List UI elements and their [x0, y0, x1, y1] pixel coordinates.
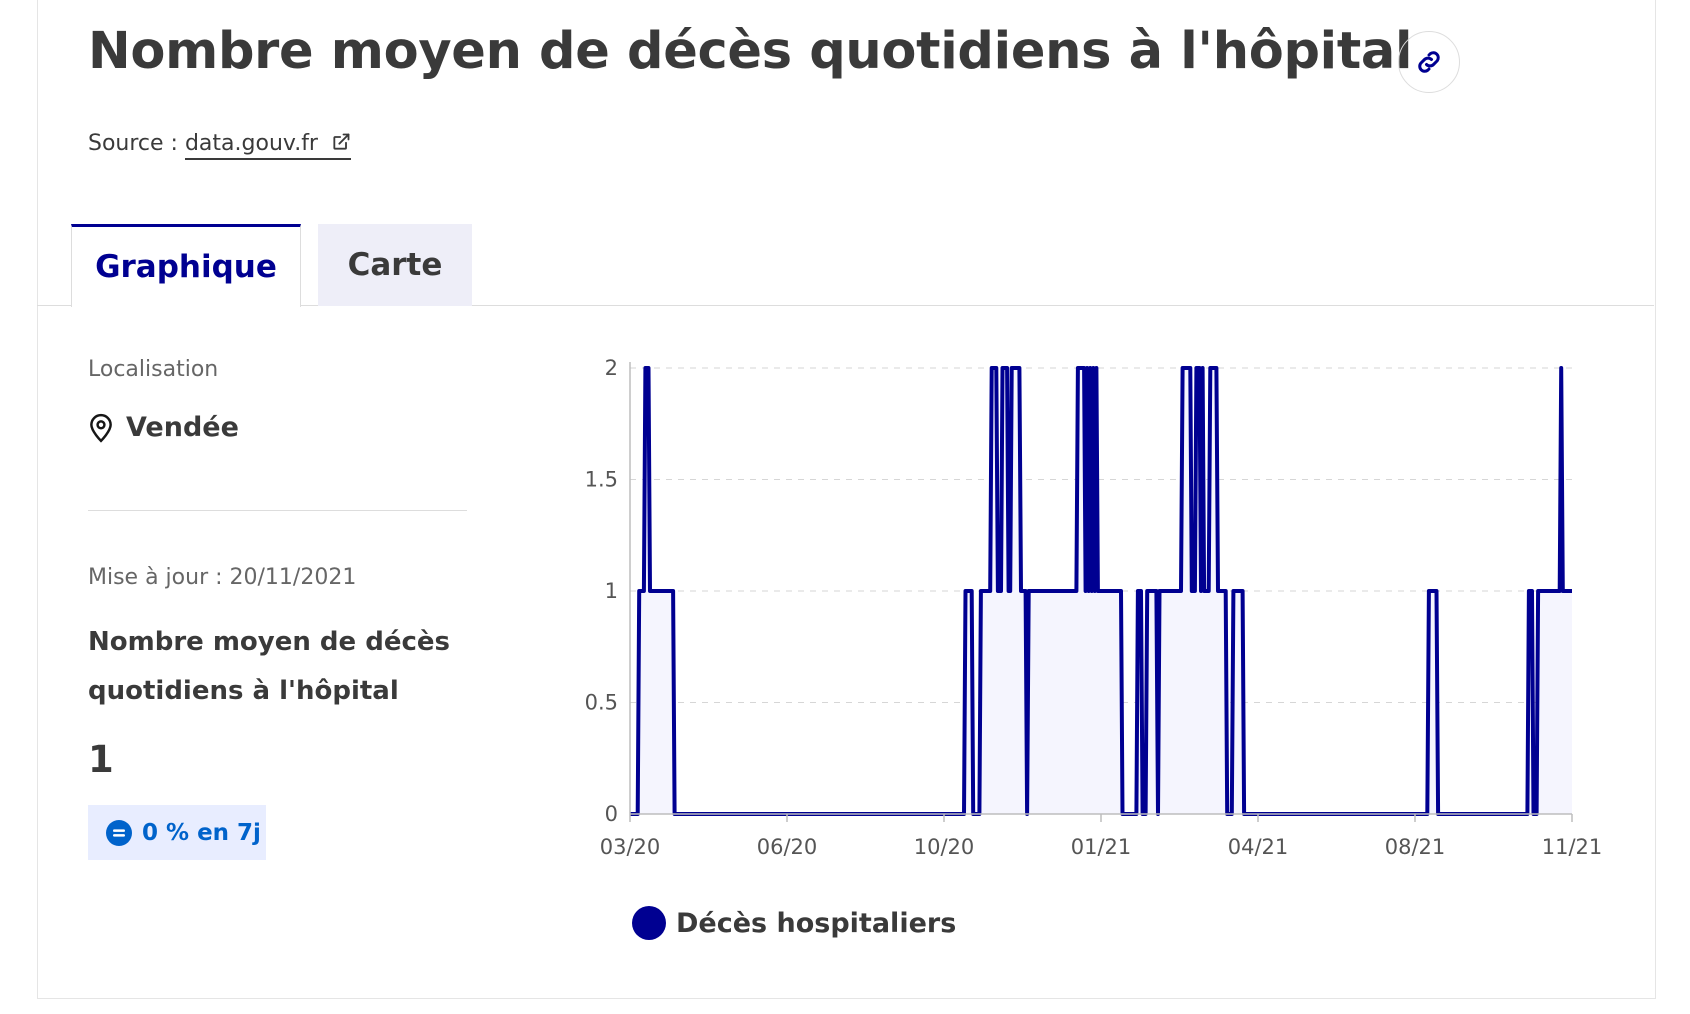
- legend-label: Décès hospitaliers: [676, 907, 957, 939]
- card-panel: [37, 0, 1656, 999]
- location-label: Localisation: [88, 357, 219, 382]
- line-chart: 0 0.5 1 1.5 2 03/20 06/20 10/20 01/21 04/21 08/21 1…: [585, 356, 1603, 859]
- source-prefix: Source :: [88, 131, 178, 156]
- source-link[interactable]: data.gouv.fr: [184, 131, 351, 160]
- source-line: Source : data.gouv.fr: [88, 131, 351, 160]
- external-link-icon: [333, 133, 350, 150]
- page-title: Nombre moyen de décès quotidiens à l'hôp…: [88, 22, 1413, 81]
- y-tick-label: 1: [605, 579, 618, 603]
- chart-legend[interactable]: Décès hospitaliers: [632, 906, 956, 940]
- trend-badge-text: 0 % en 7j: [142, 819, 261, 846]
- trend-badge: 0 % en 7j: [88, 805, 266, 860]
- link-icon: [1418, 51, 1440, 73]
- update-date: Mise à jour : 20/11/2021: [88, 565, 357, 590]
- x-tick-label: 06/20: [757, 835, 818, 859]
- map-pin-icon: [90, 413, 112, 443]
- tab-graphique[interactable]: Graphique: [71, 224, 301, 307]
- location-selector[interactable]: Vendée: [88, 412, 239, 443]
- source-link-label: data.gouv.fr: [184, 131, 318, 156]
- indicator-value: 1: [88, 738, 114, 781]
- sidebar-divider: [88, 510, 467, 511]
- y-tick-label: 0: [605, 802, 618, 826]
- x-tick-label: 10/20: [914, 835, 975, 859]
- y-tick-label: 0.5: [585, 691, 618, 715]
- x-tick-label: 08/21: [1385, 835, 1446, 859]
- legend-swatch: [632, 906, 666, 940]
- y-tick-label: 1.5: [585, 468, 618, 492]
- y-tick-label: 2: [605, 356, 618, 380]
- location-value: Vendée: [126, 412, 239, 443]
- equal-circle-icon: [106, 819, 132, 846]
- tabs-divider: [37, 305, 1654, 306]
- x-tick-label: 04/21: [1228, 835, 1289, 859]
- indicator-title: Nombre moyen de décès quotidiens à l'hôp…: [88, 627, 450, 706]
- copy-link-button[interactable]: [1398, 31, 1460, 93]
- x-tick-label: 11/21: [1542, 835, 1603, 859]
- tab-carte[interactable]: Carte: [318, 224, 472, 306]
- x-tick-label: 03/20: [600, 835, 661, 859]
- x-tick-label: 01/21: [1071, 835, 1132, 859]
